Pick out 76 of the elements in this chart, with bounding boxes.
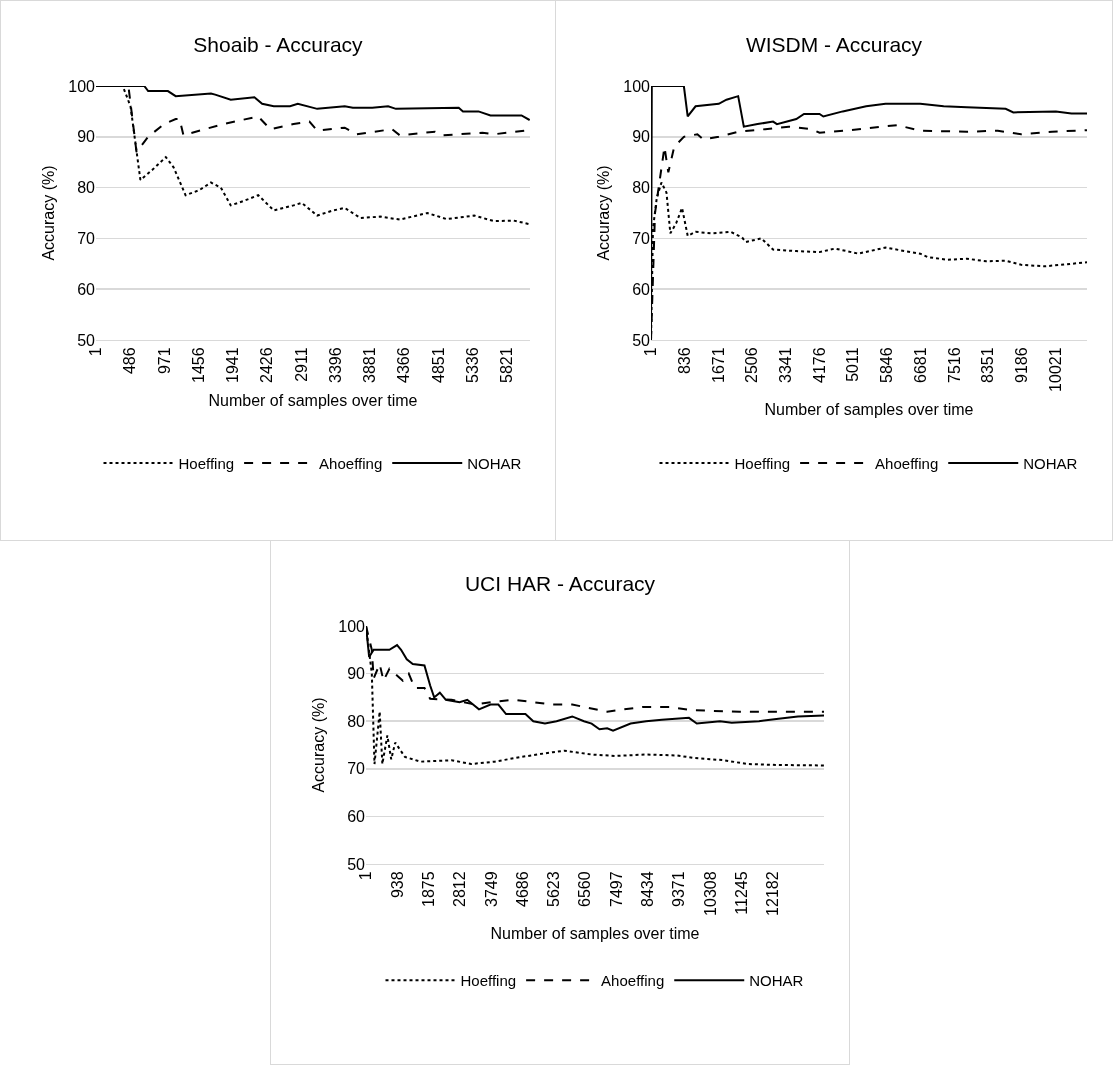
x-axis-title: Number of samples over time [208,391,418,409]
x-tick-label: 1456 [189,347,207,383]
legend-label: NOHAR [749,972,804,990]
y-axis-title: Accuracy (%) [310,697,327,793]
y-tick-label: 60 [632,280,651,298]
x-tick-label: 4851 [429,347,447,383]
chart-title: UCI HAR - Accuracy [464,572,656,596]
legend-label: Hoeffing [460,972,517,990]
y-tick-label: 60 [347,808,366,825]
x-tick-label: 5336 [463,347,481,383]
x-tick-label: 4366 [395,347,413,383]
y-tick-label: 80 [632,179,651,197]
x-tick-label: 1 [642,347,660,357]
x-tick-label: 5623 [545,871,563,907]
x-tick-label: 3881 [361,347,379,383]
x-tick-label: 486 [121,347,139,375]
x-tick-label: 10308 [701,871,719,916]
y-tick-label: 70 [347,760,366,778]
x-tick-label: 11245 [733,871,751,915]
x-tick-label: 9186 [1013,347,1031,383]
legend-label: Hoeffing [734,454,791,472]
x-tick-label: 10021 [1046,347,1064,392]
legend-label: Ahoeffing [319,454,383,472]
x-tick-label: 6560 [576,871,594,907]
chart-title: Shoaib - Accuracy [193,32,364,56]
x-tick-label: 7516 [945,347,963,383]
y-tick-label: 90 [347,665,366,683]
x-tick-label: 6681 [911,347,929,383]
x-tick-label: 4686 [513,871,531,907]
y-axis-title: Accuracy (%) [40,165,57,261]
legend-label: Ahoeffing [875,454,939,472]
y-tick-label: 50 [77,331,96,349]
x-tick-label: 9371 [670,871,688,907]
x-tick-label: 8434 [639,871,657,907]
x-tick-label: 2506 [743,347,761,383]
legend-label: NOHAR [1023,454,1078,472]
x-axis-title: Number of samples over time [490,924,700,942]
x-tick-label: 3396 [326,347,344,383]
legend-label: NOHAR [467,454,522,472]
x-tick-label: 5821 [497,347,515,383]
x-tick-label: 938 [388,871,406,899]
x-tick-label: 12182 [764,871,782,916]
x-tick-label: 1875 [419,871,437,907]
x-tick-label: 5846 [878,347,896,383]
x-tick-label: 971 [155,347,173,375]
x-tick-label: 1 [357,871,375,881]
x-tick-label: 5011 [844,347,862,382]
y-tick-label: 100 [338,617,366,635]
y-tick-label: 50 [347,855,366,873]
legend-label: Hoeffing [178,454,235,472]
y-tick-label: 60 [77,280,96,298]
x-tick-label: 3749 [482,871,500,907]
y-tick-label: 90 [632,128,651,146]
x-tick-label: 836 [675,347,693,375]
y-tick-label: 70 [77,230,96,247]
x-tick-label: 2911 [292,347,310,382]
y-axis-title: Accuracy (%) [595,165,612,261]
x-axis-title: Number of samples over time [764,400,974,418]
y-tick-label: 80 [347,712,366,730]
y-tick-label: 70 [632,230,651,247]
x-tick-label: 1941 [224,347,242,383]
x-tick-label: 3341 [777,347,795,383]
legend-label: Ahoeffing [601,972,665,990]
y-tick-label: 100 [623,77,651,95]
x-tick-label: 2812 [451,871,469,907]
y-tick-label: 50 [632,331,651,349]
x-tick-label: 1 [87,347,105,357]
x-tick-label: 8351 [979,347,997,383]
x-tick-label: 1671 [709,347,727,383]
y-tick-label: 100 [68,77,96,95]
y-tick-label: 90 [77,128,96,146]
x-tick-label: 2426 [258,347,276,383]
y-tick-label: 80 [77,179,96,197]
chart-title: WISDM - Accuracy [745,32,923,56]
x-tick-label: 4176 [810,347,828,383]
x-tick-label: 7497 [607,871,625,907]
